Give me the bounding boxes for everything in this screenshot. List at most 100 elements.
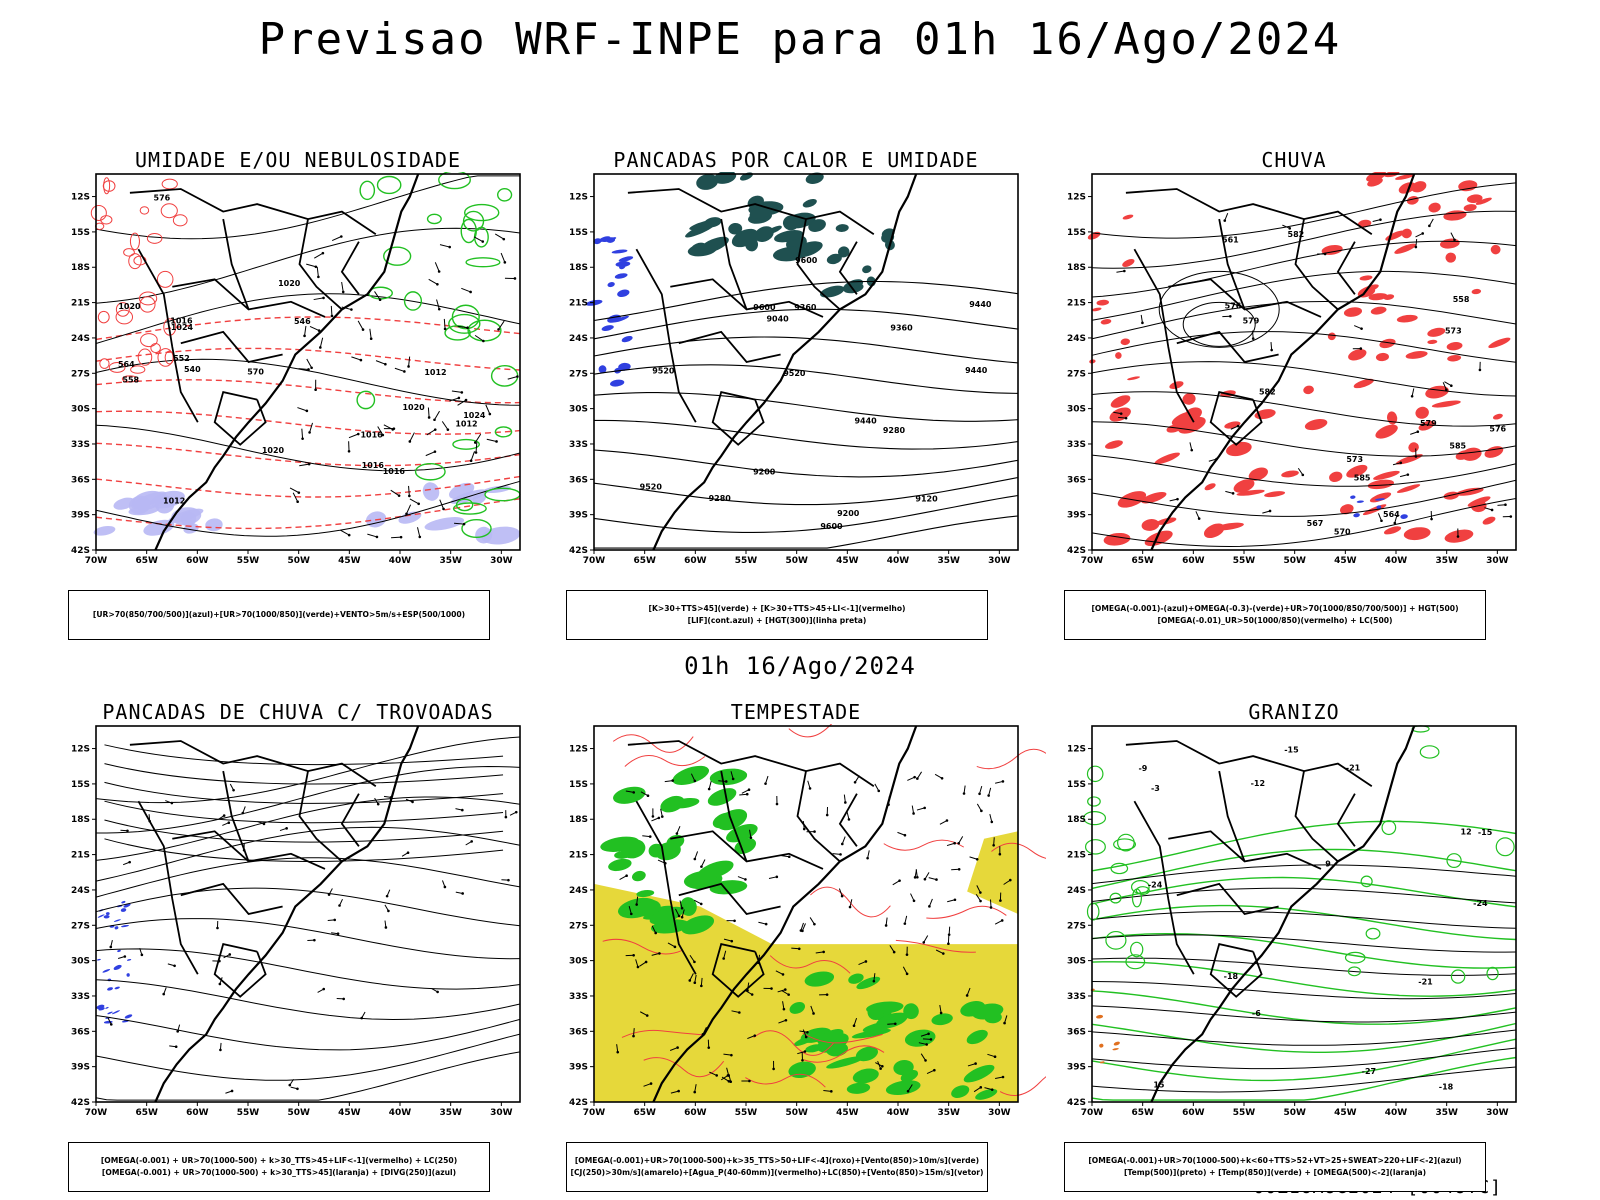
lon-tick-label: 30W (988, 556, 1011, 566)
wind-vector-head (322, 296, 325, 300)
rain-area (1359, 275, 1373, 281)
streamline-850 (745, 1073, 826, 1088)
state-border (172, 830, 326, 870)
rain-area (1411, 181, 1427, 193)
lon-tick-label: 35W (1435, 1108, 1458, 1118)
trough-contour (1158, 270, 1280, 348)
wind-vector (737, 876, 746, 880)
wind-vector (676, 825, 681, 834)
wind-vector-head (866, 856, 869, 860)
omega-area (1353, 513, 1360, 518)
lon-tick-label: 30W (490, 556, 513, 566)
rain-area (1346, 464, 1368, 478)
state-border (1209, 391, 1263, 446)
state-border (838, 793, 858, 847)
stream-arrow-head (411, 800, 414, 804)
temp-850-contour (1091, 1038, 1517, 1082)
wind-vector (297, 407, 308, 412)
humidity-green-contour (452, 438, 480, 450)
lat-tick-label: 39S (71, 1063, 90, 1073)
instability-area (805, 172, 824, 184)
lon-tick-label: 45W (1334, 556, 1357, 566)
temp-500-contour (1091, 957, 1517, 976)
coastline (1150, 725, 1416, 1103)
wind-vector (973, 1086, 982, 1093)
streamline (104, 838, 504, 862)
lon-tick-label: 40W (887, 556, 910, 566)
contour-label: -18 (1224, 972, 1239, 981)
wind-vector (319, 337, 324, 348)
wind-vector-head (928, 905, 931, 908)
wind-vector (910, 893, 915, 901)
wind-vector (802, 1029, 807, 1038)
wind-vector-head (460, 391, 464, 394)
humidity-green-contour (465, 257, 501, 268)
stream-arrow-head (1414, 245, 1418, 249)
rain-area (1428, 202, 1441, 213)
streamline (95, 736, 521, 804)
divergence-area (114, 986, 120, 990)
stream-arrow (1270, 342, 1273, 351)
stream-arrow-head (128, 860, 131, 864)
wind-vector (765, 775, 769, 784)
wind-vector (689, 954, 695, 963)
lat-tick-label: 24S (71, 334, 90, 344)
stream-arrow-head (1236, 424, 1240, 428)
lifted-index-area (611, 249, 628, 254)
legend-pancadas-calor: [K>30+TTS>45](verde) + [K>30+TTS>45+LI<-… (566, 590, 988, 640)
rain-area (1144, 530, 1173, 547)
streamline-850 (624, 755, 706, 767)
wind-vector-head (356, 432, 360, 436)
wind-vector (667, 942, 676, 948)
wind-vector (807, 780, 811, 789)
streamline-850 (643, 1057, 725, 1078)
lat-tick-label: 36S (569, 475, 588, 485)
stream-arrow (1230, 425, 1239, 430)
panel-title: GRANIZO (1248, 700, 1340, 724)
humidity-red-contour (90, 204, 107, 221)
rain-area (1403, 527, 1431, 541)
stream-arrow-head (241, 811, 245, 815)
instability-area (826, 253, 842, 265)
map-umidade: 1012 1016 1012 1016 1020 1024 1020 1016 1012 1020… (71, 172, 521, 566)
temp-850-contour (1086, 765, 1104, 783)
temp-850-contour (1091, 904, 1517, 941)
wind-vector-head (648, 835, 652, 838)
wind-vector (809, 917, 815, 925)
wind-vector (993, 837, 995, 846)
temp-500-contour (1091, 1066, 1517, 1093)
stream-arrow-head (1453, 238, 1456, 242)
stream-arrow-head (342, 997, 345, 1001)
stream-arrow-head (514, 810, 518, 814)
wind-vector-head (307, 462, 311, 466)
wind-vector (946, 842, 955, 847)
wind-850-area (681, 915, 715, 935)
wind-vector (741, 789, 750, 794)
wind-vector-head (923, 806, 926, 810)
lon-tick-label: 30W (490, 1108, 513, 1118)
wind-vector (969, 856, 978, 860)
omega-area (1112, 1048, 1119, 1051)
height-contour (594, 419, 1019, 450)
temp-850-contour (1135, 886, 1150, 895)
wind-850-area (671, 797, 700, 809)
lat-tick-label: 24S (1067, 334, 1086, 344)
divergence-area (120, 908, 127, 912)
contour-label: 9200 (753, 467, 776, 476)
lon-tick-label: 70W (1081, 1108, 1104, 1118)
map-granizo: -12-9-6-3-15-18-2112159-24-27-15-18-21-2… (1067, 725, 1517, 1118)
rain-area (1105, 440, 1123, 449)
wind-vector-head (942, 952, 945, 955)
wind-850-area (862, 1021, 895, 1033)
wind-vector (708, 781, 712, 790)
rain-area (1367, 479, 1395, 490)
stream-arrow-head (336, 932, 340, 935)
temp-500-contour (1091, 1047, 1517, 1070)
wind-vector (409, 498, 419, 505)
wind-vector (357, 320, 364, 330)
panel-tempestade: TEMPESTADE 12S 15S 18S 21S 24S 27S 30S 33S 36S 39… (546, 700, 1046, 1192)
lat-tick-label: 30S (1067, 957, 1086, 967)
temp-850-contour (1084, 839, 1106, 855)
contour-label: 564 (118, 360, 135, 369)
instability-area (728, 222, 743, 235)
